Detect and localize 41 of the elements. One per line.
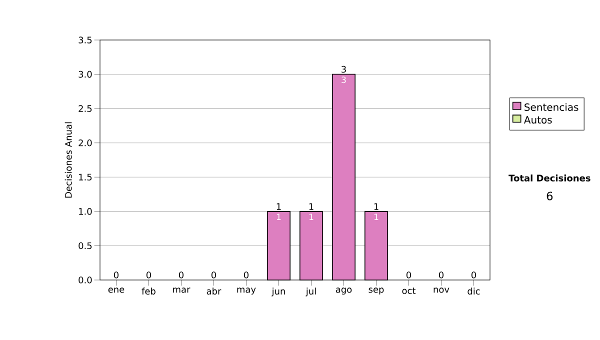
y-axis-title: Decisiones Anual [64, 122, 72, 198]
total-label: 0 [471, 272, 476, 278]
data-label: 1 [309, 214, 314, 220]
x-tick-label: jun [272, 288, 285, 296]
total-label: 0 [438, 272, 444, 278]
data-label: 1 [276, 214, 281, 220]
text: 6 [546, 192, 553, 200]
legend-label: Sentencias [524, 103, 578, 111]
x-tick-label: ago [336, 288, 352, 295]
y-tick-label: 1.0 [79, 208, 92, 215]
y-tick-label: 3.0 [78, 70, 92, 78]
total-label: 0 [114, 272, 119, 278]
y-tick-label: 2.5 [78, 105, 92, 112]
x-tick-label: abr [206, 288, 222, 295]
total-label: 0 [244, 272, 249, 278]
y-tick-label: 2.0 [78, 139, 92, 146]
total-label: 1 [374, 203, 378, 210]
legend-label: Autos [524, 116, 552, 124]
x-tick-label: jul [306, 288, 316, 296]
x-tick-label: may [237, 288, 256, 295]
x-tick-label: oct [402, 288, 416, 294]
total-label: 0 [178, 272, 184, 278]
total-label: 1 [309, 203, 314, 210]
total-label: 0 [211, 272, 216, 278]
y-tick-label: 3.5 [78, 36, 92, 44]
total-label: 0 [406, 272, 412, 278]
y-tick-label: 0.5 [78, 242, 92, 250]
x-tick-label: sep [368, 288, 384, 295]
x-tick-label: mar [173, 288, 190, 293]
data-label: 1 [374, 214, 378, 220]
x-tick-label: ene [108, 288, 124, 293]
y-tick-label: 0.0 [78, 276, 92, 284]
x-tick-label: dic [468, 288, 480, 295]
total-label: 0 [146, 272, 152, 278]
total-label: 1 [276, 203, 281, 210]
data-label: 3 [342, 76, 346, 84]
x-tick-label: feb [142, 288, 156, 295]
x-tick-label: nov [434, 288, 450, 293]
y-tick-label: 1.5 [79, 174, 92, 180]
text: Total Decisiones [508, 174, 590, 182]
total-label: 3 [342, 66, 346, 73]
